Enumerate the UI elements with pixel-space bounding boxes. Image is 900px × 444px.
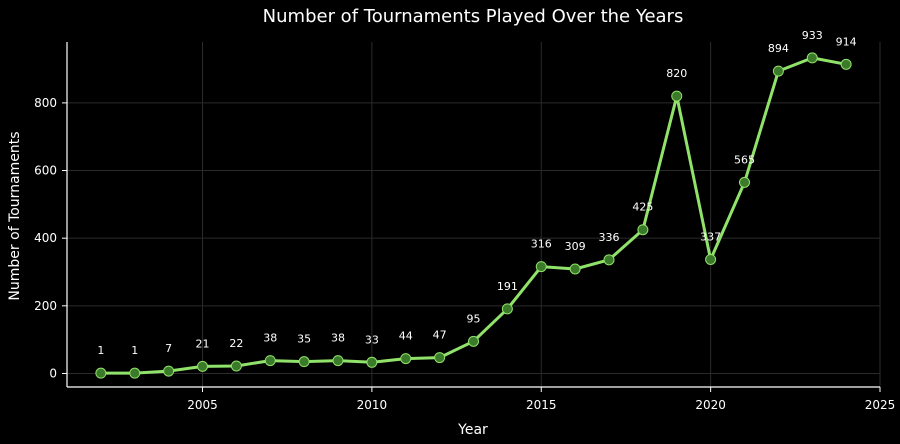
data-labels: 1 1 7 21 22 38 35 38 33 44 47 95 191 316 309 336 425 820 3… xyxy=(97,29,856,357)
data-point xyxy=(129,367,141,379)
data-label: 1 xyxy=(97,344,104,357)
data-label: 191 xyxy=(497,280,518,293)
data-label: 1 xyxy=(131,344,138,357)
data-label: 44 xyxy=(399,330,413,343)
y-tick-label: 400 xyxy=(34,231,57,245)
data-points xyxy=(95,52,852,379)
data-point xyxy=(163,365,175,377)
data-label: 47 xyxy=(433,329,447,342)
data-point xyxy=(840,58,852,70)
chart-title: Number of Tournaments Played Over the Ye… xyxy=(263,6,684,27)
data-label: 309 xyxy=(565,240,586,253)
data-point xyxy=(264,355,276,367)
data-label: 7 xyxy=(165,342,172,355)
data-label: 35 xyxy=(297,333,311,346)
data-point xyxy=(739,176,750,188)
data-point xyxy=(468,335,479,347)
x-tick-label: 2005 xyxy=(187,398,218,412)
y-tick-label: 200 xyxy=(34,299,57,313)
data-label: 914 xyxy=(836,35,857,48)
data-point xyxy=(400,353,412,365)
data-point xyxy=(434,352,446,364)
data-label: 337 xyxy=(700,230,721,243)
data-point xyxy=(95,367,107,379)
data-label: 38 xyxy=(263,332,277,345)
data-point xyxy=(772,65,784,77)
data-label: 933 xyxy=(802,29,823,42)
axis-ticks: 2005 2010 2015 2020 2025 0 200 400 600 800 xyxy=(34,96,895,412)
data-point xyxy=(806,52,818,64)
data-point xyxy=(535,261,547,273)
data-point xyxy=(230,360,242,372)
data-point xyxy=(366,356,378,368)
data-point xyxy=(705,253,717,265)
data-point xyxy=(671,90,683,102)
y-axis-label: Number of Tournaments xyxy=(7,131,23,300)
grid xyxy=(67,42,881,387)
data-point xyxy=(603,254,615,266)
data-label: 95 xyxy=(467,312,481,325)
x-tick-label: 2015 xyxy=(526,398,557,412)
y-tick-label: 600 xyxy=(34,164,57,178)
data-label: 316 xyxy=(531,238,552,251)
data-point xyxy=(501,303,513,315)
x-tick-label: 2010 xyxy=(357,398,388,412)
data-label: 820 xyxy=(666,67,687,80)
data-label: 565 xyxy=(734,153,755,166)
data-label: 894 xyxy=(768,42,789,55)
data-label: 33 xyxy=(365,333,379,346)
x-tick-label: 2020 xyxy=(695,398,726,412)
x-axis-label: Year xyxy=(457,422,488,438)
data-point xyxy=(569,263,581,275)
data-point xyxy=(197,360,208,372)
data-label: 336 xyxy=(599,231,620,244)
data-label: 425 xyxy=(632,201,653,214)
y-tick-label: 0 xyxy=(49,366,57,380)
x-tick-label: 2025 xyxy=(865,398,896,412)
data-label: 22 xyxy=(229,337,243,350)
data-point xyxy=(298,356,310,368)
y-tick-label: 800 xyxy=(34,96,57,110)
data-label: 38 xyxy=(331,332,345,345)
data-point xyxy=(637,224,649,236)
data-point xyxy=(332,355,344,367)
data-label: 21 xyxy=(196,337,210,350)
